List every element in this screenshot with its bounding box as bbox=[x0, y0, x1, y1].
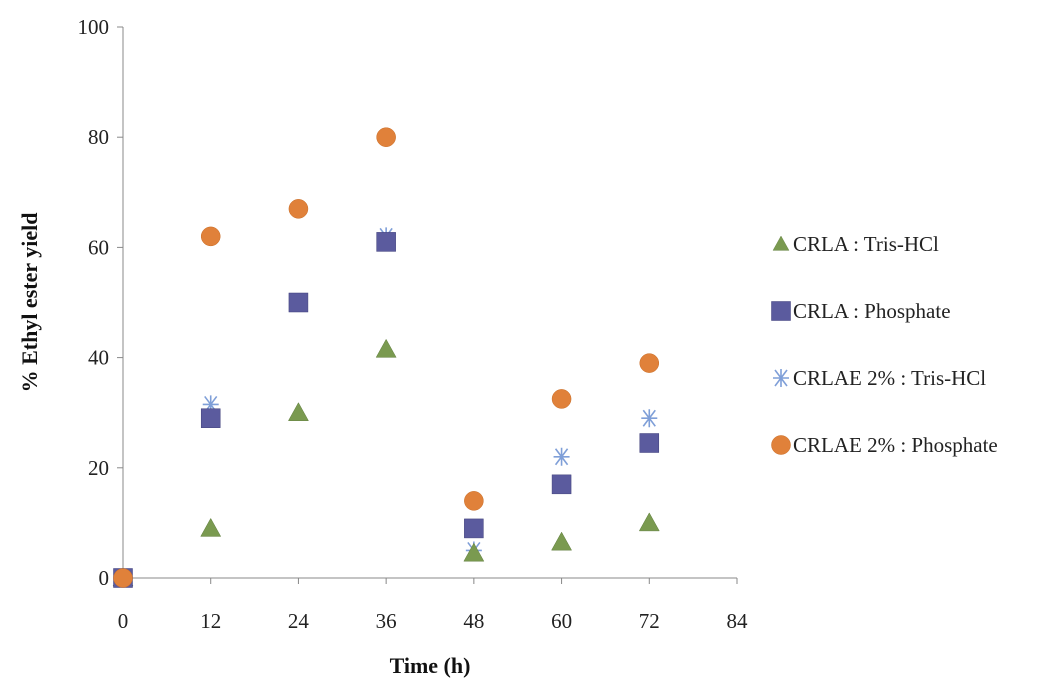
axes bbox=[122, 27, 737, 579]
legend-label: CRLA : Tris-HCl bbox=[793, 232, 939, 256]
series-square bbox=[113, 232, 660, 588]
data-point-circle bbox=[376, 127, 396, 147]
series-circle bbox=[113, 127, 660, 588]
y-ticks: 0 20 40 60 80 100 bbox=[78, 15, 123, 590]
legend-label: CRLAE 2% : Phosphate bbox=[793, 433, 998, 457]
data-point-circle bbox=[200, 226, 221, 247]
data-point-circle bbox=[113, 568, 133, 588]
data-point-square bbox=[551, 474, 572, 495]
data-point-square bbox=[376, 232, 396, 252]
x-ticks: 0 12 24 36 48 60 72 84 bbox=[118, 578, 748, 633]
legend-item: CRLA : Tris-HCl bbox=[772, 232, 939, 256]
legend-item: CRLAE 2% : Tris-HCl bbox=[773, 366, 986, 390]
data-point-square bbox=[288, 292, 309, 313]
data-point-circle bbox=[288, 199, 309, 219]
legend-label: CRLAE 2% : Tris-HCl bbox=[793, 366, 986, 390]
y-tick-label: 80 bbox=[88, 125, 109, 149]
data-point-triangle bbox=[638, 512, 660, 532]
legend-marker-circle bbox=[771, 435, 791, 455]
data-point-triangle bbox=[463, 542, 485, 562]
legend-marker-star-icon bbox=[773, 369, 789, 387]
y-tick-label: 20 bbox=[88, 456, 109, 480]
legend-item: CRLAE 2% : Phosphate bbox=[771, 433, 998, 457]
x-axis-title: Time (h) bbox=[390, 653, 471, 678]
data-point-star bbox=[641, 409, 658, 428]
x-tick-label: 0 bbox=[118, 609, 129, 633]
data-point-square bbox=[200, 408, 221, 428]
data-point-star bbox=[553, 447, 570, 466]
data-point-triangle bbox=[200, 517, 222, 537]
y-tick-label: 0 bbox=[99, 566, 110, 590]
series-star bbox=[115, 227, 658, 587]
data-point-circle bbox=[639, 353, 660, 373]
x-tick-label: 60 bbox=[551, 609, 572, 633]
x-tick-label: 48 bbox=[463, 609, 484, 633]
legend-marker-square bbox=[771, 301, 791, 321]
data-point-square bbox=[464, 518, 484, 539]
x-tick-label: 84 bbox=[727, 609, 749, 633]
data-point-triangle bbox=[551, 531, 572, 551]
data-point-circle bbox=[464, 491, 484, 511]
x-tick-label: 24 bbox=[288, 609, 310, 633]
data-point-circle bbox=[551, 389, 572, 409]
y-tick-label: 100 bbox=[78, 15, 110, 39]
data-point-triangle bbox=[375, 338, 397, 358]
data-point-star bbox=[202, 395, 219, 414]
y-tick-label: 60 bbox=[88, 235, 109, 259]
x-tick-label: 12 bbox=[200, 609, 221, 633]
legend-marker-triangle bbox=[772, 235, 790, 251]
y-tick-label: 40 bbox=[88, 346, 109, 370]
data-point-square bbox=[639, 433, 660, 453]
legend-label: CRLA : Phosphate bbox=[793, 299, 951, 323]
data-points bbox=[112, 127, 660, 588]
y-axis-title: % Ethyl ester yield bbox=[17, 213, 42, 393]
legend-item: CRLA : Phosphate bbox=[771, 299, 951, 323]
data-point-triangle bbox=[288, 402, 309, 421]
series-triangle bbox=[112, 338, 660, 587]
x-tick-label: 36 bbox=[376, 609, 397, 633]
x-tick-label: 72 bbox=[639, 609, 660, 633]
legend: CRLA : Tris-HCl CRLA : Phosphate CRLAE 2% … bbox=[771, 232, 998, 457]
